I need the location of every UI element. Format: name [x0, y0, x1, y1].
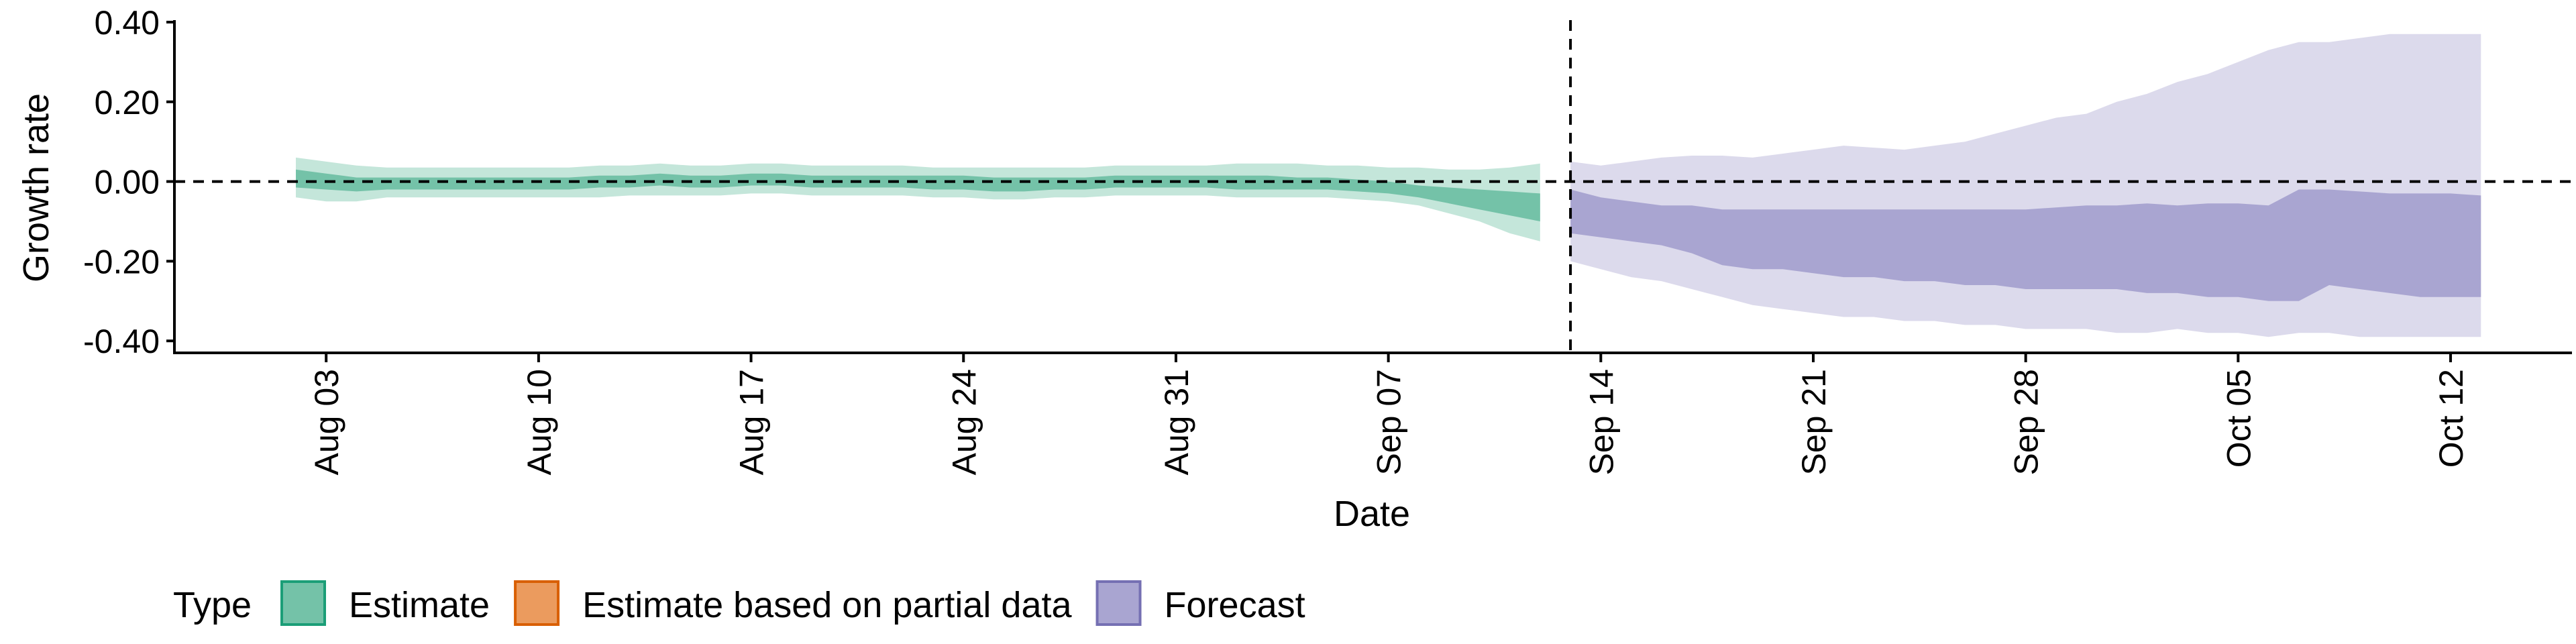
estimate-outer-band — [296, 157, 1540, 241]
y-axis-ticks: -0.40 -0.20 0.00 0.20 0.40 — [83, 4, 174, 360]
forecast-inner-band — [1570, 189, 2481, 301]
y-tick-label: -0.40 — [83, 323, 160, 360]
plot-area — [296, 34, 2481, 337]
x-tick-label: Aug 10 — [521, 369, 558, 475]
legend-label-forecast: Forecast — [1165, 585, 1305, 625]
forecast-outer-band — [1570, 34, 2481, 337]
x-tick-label: Oct 12 — [2432, 369, 2470, 468]
legend-swatch-estimate-based-on-partial-data — [514, 580, 560, 626]
x-tick-label: Sep 14 — [1582, 369, 1620, 475]
legend-title: Type — [173, 585, 252, 625]
legend: Type Estimate Estimate based on partial d… — [173, 580, 1305, 626]
y-tick-label: 0.40 — [95, 4, 160, 42]
y-tick-label: 0.20 — [95, 84, 160, 121]
x-tick-label: Sep 21 — [1795, 369, 1833, 475]
reference-lines — [174, 20, 2572, 353]
x-tick-label: Aug 03 — [308, 369, 345, 475]
y-axis-title: Growth rate — [16, 93, 56, 282]
y-tick-label: 0.00 — [95, 164, 160, 201]
legend-label-estimate-based-on-partial-data: Estimate based on partial data — [582, 585, 1072, 625]
x-tick-label: Sep 07 — [1371, 369, 1408, 475]
axes: -0.40 -0.20 0.00 0.20 0.40 Aug 03 Aug 10 Aug 1… — [83, 4, 2572, 475]
x-tick-label: Aug 31 — [1158, 369, 1195, 475]
x-tick-label: Aug 24 — [945, 369, 983, 475]
x-tick-label: Sep 28 — [2008, 369, 2045, 475]
legend-swatch-estimate — [280, 580, 326, 626]
x-tick-label: Aug 17 — [733, 369, 771, 475]
legend-swatch-forecast — [1095, 580, 1142, 626]
x-axis-title: Date — [1334, 494, 1410, 534]
legend-entries: Estimate Estimate based on partial data Fo… — [280, 580, 1305, 626]
legend-label-estimate: Estimate — [349, 585, 490, 625]
x-axis-ticks: Aug 03 Aug 10 Aug 17 Aug 24 Aug 31 Sep 07 Sep … — [308, 353, 2470, 475]
y-tick-label: -0.20 — [83, 243, 160, 280]
x-tick-label: Oct 05 — [2220, 369, 2257, 468]
